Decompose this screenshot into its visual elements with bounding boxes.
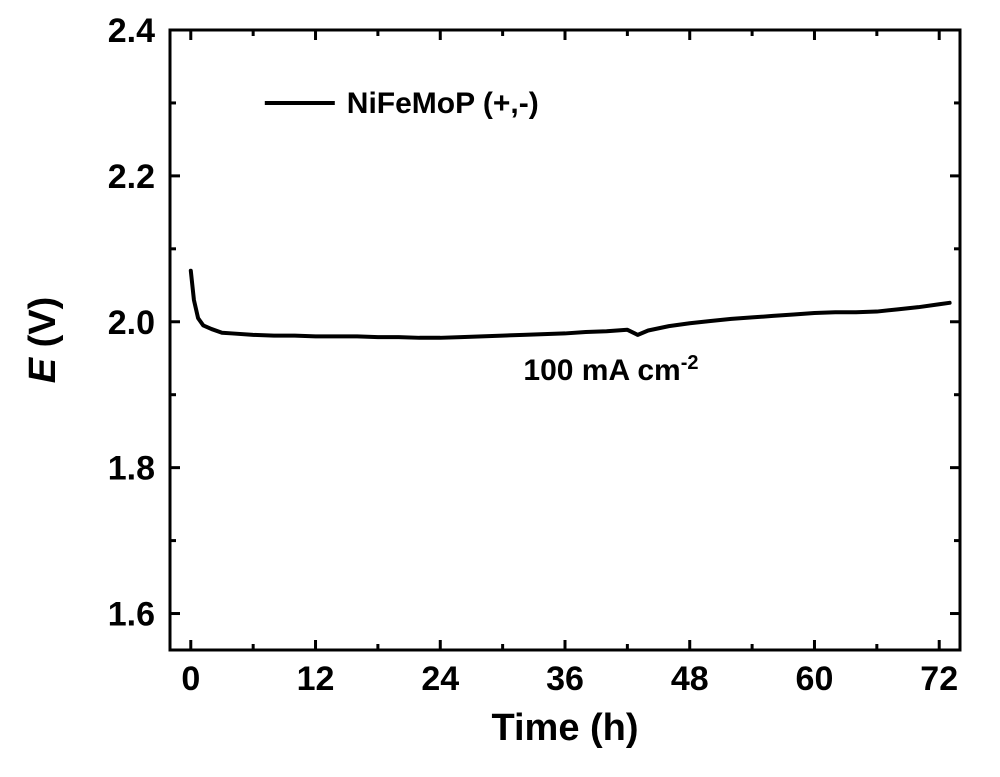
x-tick-label: 0 <box>181 660 200 698</box>
y-axis-label: E (V) <box>22 297 64 384</box>
y-tick-label: 2.2 <box>108 158 155 196</box>
x-tick-label: 72 <box>920 660 958 698</box>
y-tick-label: 1.6 <box>108 596 155 634</box>
legend-label: NiFeMoP (+,-) <box>347 87 539 120</box>
x-tick-label: 24 <box>421 660 459 698</box>
y-tick-label: 2.4 <box>108 12 155 50</box>
x-tick-label: 12 <box>297 660 335 698</box>
x-tick-label: 60 <box>796 660 834 698</box>
x-tick-label: 36 <box>546 660 584 698</box>
x-axis-label: Time (h) <box>491 707 638 749</box>
y-tick-label: 1.8 <box>108 450 155 488</box>
annotation-label: 100 mA cm-2 <box>523 352 698 387</box>
x-tick-label: 48 <box>671 660 709 698</box>
line-chart: 0 12 24 36 48 60 72 1.6 1.8 2.0 2.2 2.4 Time (h) E (V… <box>0 0 1000 777</box>
chart-container: 0 12 24 36 48 60 72 1.6 1.8 2.0 2.2 2.4 Time (h) E (V… <box>0 0 1000 777</box>
y-tick-label: 2.0 <box>108 304 155 342</box>
